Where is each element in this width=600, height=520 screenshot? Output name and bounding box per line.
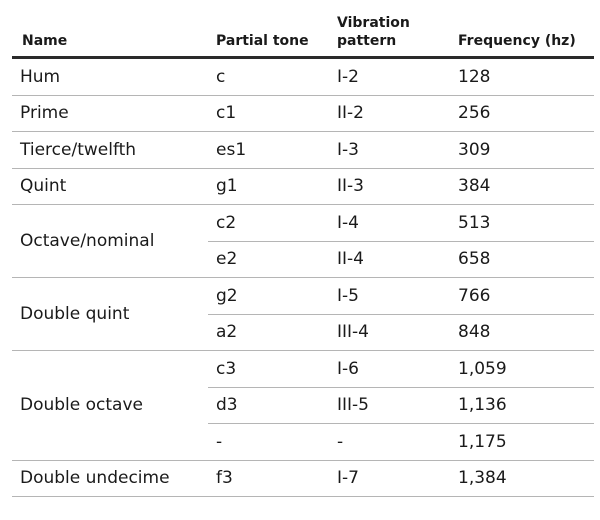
cell-frequency: 513: [450, 205, 594, 242]
cell-name: Octave/nominal: [12, 205, 208, 278]
cell-vibration-pattern: II-4: [329, 242, 450, 278]
cell-vibration-pattern: I-4: [329, 205, 450, 242]
table-row: a2 III-4 848: [12, 315, 594, 351]
cell-vibration-pattern: II-2: [329, 96, 450, 132]
cell-vibration-pattern: II-3: [329, 169, 450, 205]
cell-name: Double octave: [12, 351, 208, 461]
cell-frequency: 1,059: [450, 351, 594, 388]
table-row: Hum c I-2 128: [12, 59, 594, 96]
cell-vibration-pattern: -: [329, 424, 450, 461]
header-row: Name Partial tone Vibration pattern Freq…: [12, 14, 594, 59]
table-row: Octave/nominal c2 I-4 513: [12, 205, 594, 278]
cell-partial-tone: a2: [208, 315, 329, 351]
table-row: - - 1,175: [12, 424, 594, 461]
table-row: Prime c1 II-2 256: [12, 96, 594, 132]
cell-vibration-pattern: I-5: [329, 278, 450, 315]
cell-partial-tone: es1: [208, 132, 329, 169]
cell-vibration-pattern: I-3: [329, 132, 450, 169]
cell-name: Quint: [12, 169, 208, 205]
header-frequency: Frequency (hz): [450, 14, 594, 59]
cell-frequency: 848: [450, 315, 594, 351]
cell-name: Double quint: [12, 278, 208, 351]
cell-vibration-pattern: I-7: [329, 461, 450, 497]
table-row: d3 III-5 1,136: [12, 388, 594, 424]
cell-partial-tone: c: [208, 59, 329, 96]
cell-partial-tone: c3: [208, 351, 329, 388]
cell-frequency: 256: [450, 96, 594, 132]
cell-frequency: 1,384: [450, 461, 594, 497]
table-row: Double octave c3 I-6 1,059: [12, 351, 594, 461]
cell-name: Double undecime: [12, 461, 208, 497]
table-row: Tierce/twelfth es1 I-3 309: [12, 132, 594, 169]
header-vibration-pattern: Vibration pattern: [329, 14, 450, 59]
cell-partial-tone: g1: [208, 169, 329, 205]
cell-partial-tone: e2: [208, 242, 329, 278]
cell-partial-tone: f3: [208, 461, 329, 497]
cell-name: Prime: [12, 96, 208, 132]
cell-frequency: 658: [450, 242, 594, 278]
cell-partial-tone: g2: [208, 278, 329, 315]
cell-vibration-pattern: I-6: [329, 351, 450, 388]
table-row: e2 II-4 658: [12, 242, 594, 278]
cell-frequency: 309: [450, 132, 594, 169]
cell-vibration-pattern: III-5: [329, 388, 450, 424]
cell-partial-tone: c1: [208, 96, 329, 132]
table-row: Double quint g2 I-5 766: [12, 278, 594, 351]
header-name: Name: [12, 14, 208, 59]
cell-vibration-pattern: I-2: [329, 59, 450, 96]
cell-frequency: 128: [450, 59, 594, 96]
cell-partial-tone: d3: [208, 388, 329, 424]
cell-partial-tone: c2: [208, 205, 329, 242]
cell-frequency: 1,175: [450, 424, 594, 461]
table-row: Quint g1 II-3 384: [12, 169, 594, 205]
cell-name: Tierce/twelfth: [12, 132, 208, 169]
cell-frequency: 1,136: [450, 388, 594, 424]
cell-frequency: 384: [450, 169, 594, 205]
header-partial-tone: Partial tone: [208, 14, 329, 59]
cell-vibration-pattern: III-4: [329, 315, 450, 351]
table-row: Double undecime f3 I-7 1,384: [12, 461, 594, 497]
cell-name: Hum: [12, 59, 208, 96]
cell-partial-tone: -: [208, 424, 329, 461]
cell-frequency: 766: [450, 278, 594, 315]
partial-tone-table: Name Partial tone Vibration pattern Freq…: [12, 14, 594, 497]
